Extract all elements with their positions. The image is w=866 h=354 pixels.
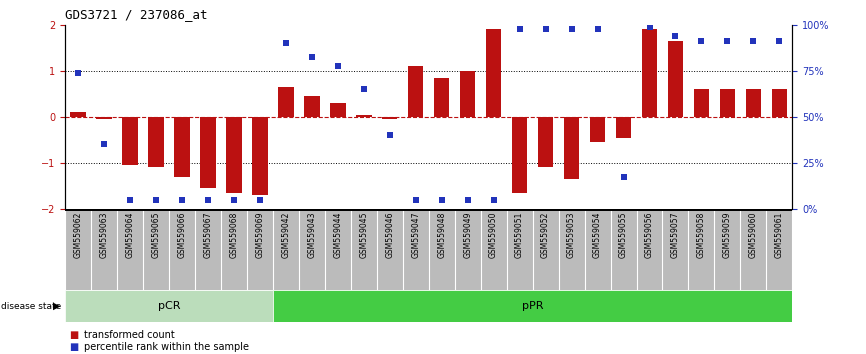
Text: percentile rank within the sample: percentile rank within the sample [84,342,249,352]
Bar [70,112,86,117]
Text: ■: ■ [69,330,79,339]
Bar [273,290,792,322]
Bar [434,78,449,117]
Text: GSM559064: GSM559064 [126,211,134,258]
Text: GSM559058: GSM559058 [697,211,706,258]
Text: pCR: pCR [158,301,180,311]
Bar [642,29,657,117]
Bar [226,117,242,193]
Bar [96,117,112,119]
Bar [330,103,346,117]
Bar [278,87,294,117]
Bar [304,96,320,117]
Text: GSM559067: GSM559067 [204,211,212,258]
Text: GSM559051: GSM559051 [515,211,524,258]
Bar [486,29,501,117]
Text: GSM559042: GSM559042 [281,211,290,258]
Bar [460,71,475,117]
Bar [252,117,268,195]
Text: GSM559065: GSM559065 [152,211,160,258]
Text: GSM559052: GSM559052 [541,211,550,258]
Bar [408,66,423,117]
Text: GSM559055: GSM559055 [619,211,628,258]
Text: pPR: pPR [522,301,543,311]
Text: transformed count: transformed count [84,330,175,339]
Text: GSM559054: GSM559054 [593,211,602,258]
Text: GSM559050: GSM559050 [489,211,498,258]
Bar [174,117,190,177]
Text: GSM559045: GSM559045 [359,211,368,258]
Bar [122,117,138,165]
Text: GSM559046: GSM559046 [385,211,394,258]
Bar [200,117,216,188]
Text: GSM559059: GSM559059 [723,211,732,258]
Text: GSM559056: GSM559056 [645,211,654,258]
Bar [590,117,605,142]
Bar [538,117,553,167]
Text: GSM559047: GSM559047 [411,211,420,258]
Bar [694,89,709,117]
Bar [564,117,579,179]
Text: GSM559043: GSM559043 [307,211,316,258]
Bar [616,117,631,138]
Text: GSM559044: GSM559044 [333,211,342,258]
Bar [356,115,372,117]
Bar [668,41,683,117]
Bar [512,117,527,193]
Text: GSM559048: GSM559048 [437,211,446,258]
Text: GSM559057: GSM559057 [671,211,680,258]
Text: ■: ■ [69,342,79,352]
Text: ▶: ▶ [53,301,61,311]
Bar [382,117,397,119]
Bar [746,89,761,117]
Text: GSM559068: GSM559068 [229,211,238,258]
Text: GSM559063: GSM559063 [100,211,108,258]
Bar [772,89,787,117]
Text: GSM559069: GSM559069 [255,211,264,258]
Bar [148,117,164,167]
Text: GDS3721 / 237086_at: GDS3721 / 237086_at [65,8,208,21]
Bar [65,290,273,322]
Text: GSM559062: GSM559062 [74,211,82,258]
Text: GSM559060: GSM559060 [749,211,758,258]
Text: GSM559061: GSM559061 [775,211,784,258]
Text: disease state: disease state [1,302,61,311]
Text: GSM559066: GSM559066 [178,211,186,258]
Text: GSM559053: GSM559053 [567,211,576,258]
Bar [720,89,735,117]
Text: GSM559049: GSM559049 [463,211,472,258]
